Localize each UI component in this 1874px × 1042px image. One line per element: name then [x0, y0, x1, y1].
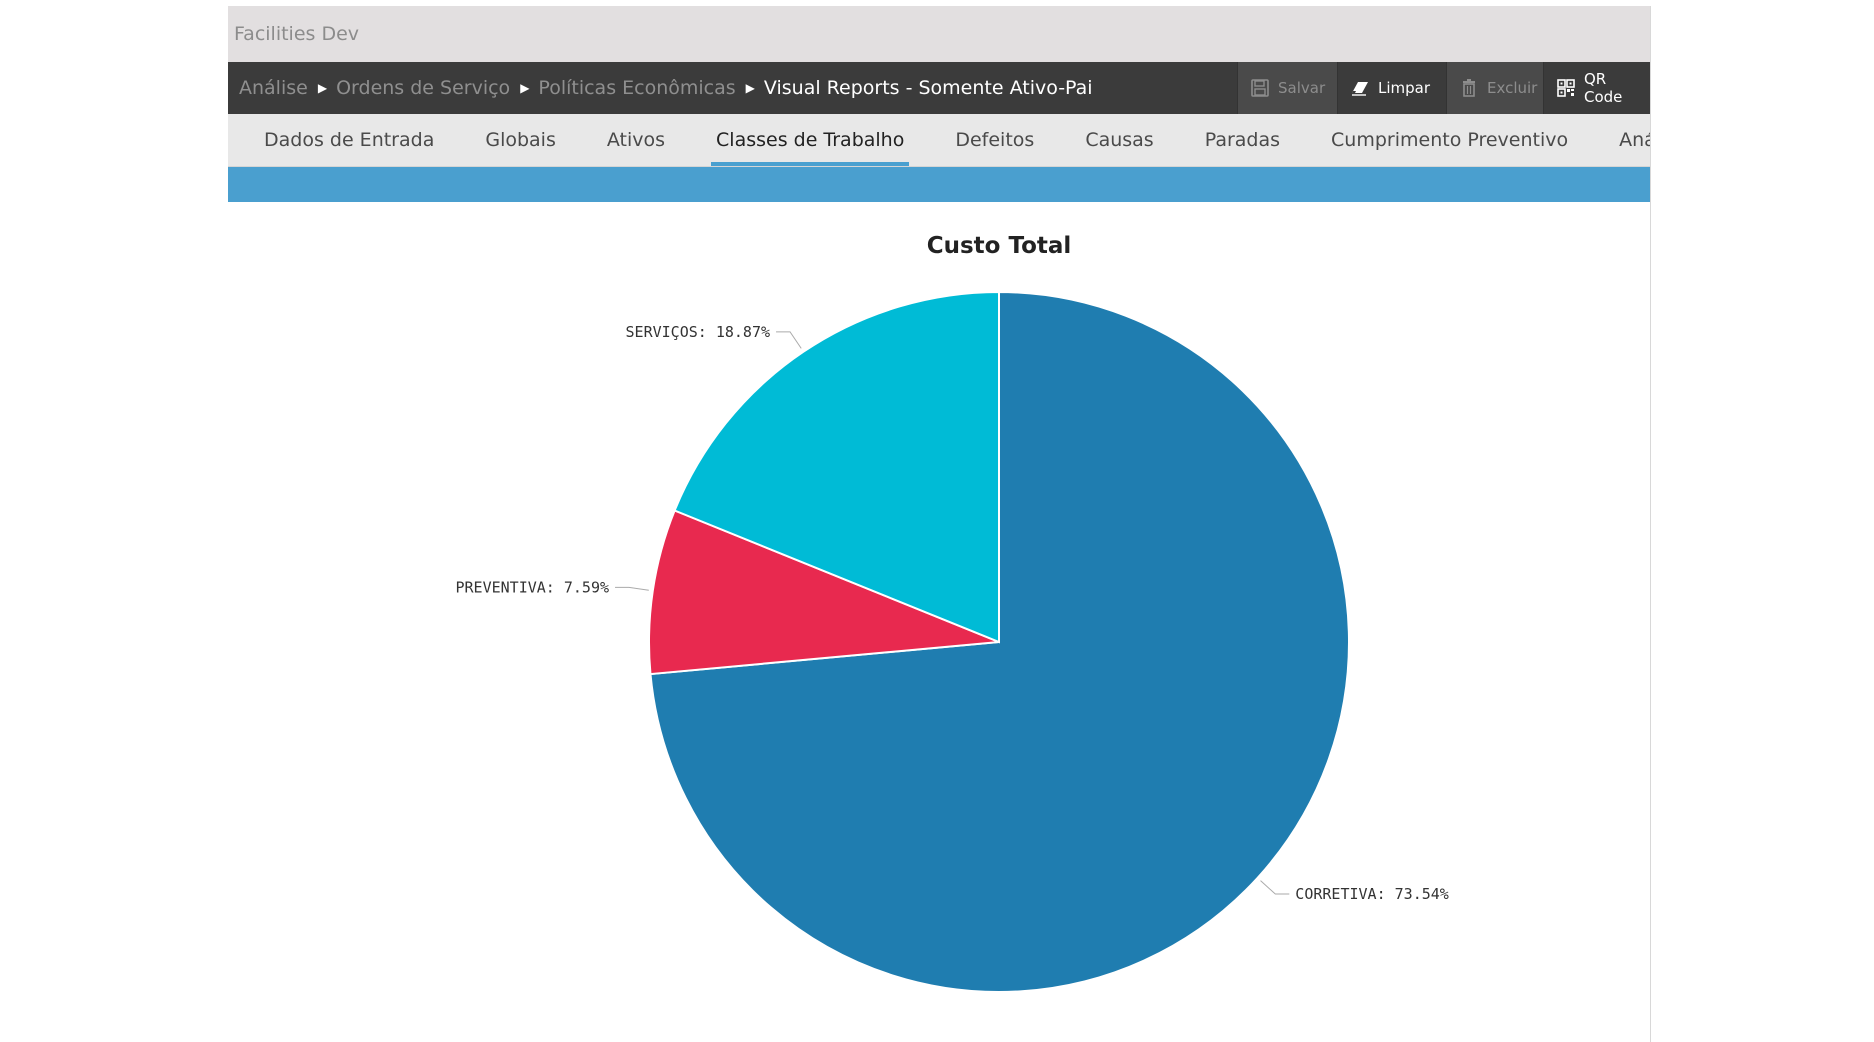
accent-bar: [228, 167, 1650, 202]
breadcrumb-separator-icon: ▶: [317, 81, 328, 95]
floppy-disk-icon: [1250, 78, 1270, 98]
clear-label: Limpar: [1378, 79, 1431, 97]
pie-leader-line: [1260, 880, 1290, 895]
trash-icon: [1459, 78, 1479, 98]
app-title: Facilities Dev: [234, 23, 360, 45]
pie-leader-line: [776, 331, 802, 349]
save-button[interactable]: Salvar: [1237, 62, 1337, 114]
eraser-icon: [1350, 78, 1370, 98]
breadcrumb-separator-icon: ▶: [745, 81, 755, 95]
tab-defeitos[interactable]: Defeitos: [955, 129, 1035, 151]
tab-ativos[interactable]: Ativos: [606, 129, 666, 151]
tab-bar: Dados de Entrada Globais Ativos Classes …: [228, 114, 1650, 167]
clear-button[interactable]: Limpar: [1337, 62, 1446, 114]
tab-cumprimento-preventivo[interactable]: Cumprimento Preventivo: [1331, 129, 1569, 151]
toolbar: Análise ▶ Ordens de Serviço ▶ Políticas …: [228, 62, 1650, 114]
pie-leader-line: [615, 586, 649, 591]
tab-paradas[interactable]: Paradas: [1204, 129, 1281, 151]
breadcrumb-item-ordens[interactable]: Ordens de Serviço: [336, 77, 511, 99]
tab-dados-de-entrada[interactable]: Dados de Entrada: [264, 129, 435, 151]
qr-code-icon: [1556, 78, 1576, 98]
delete-label: Excluir: [1487, 79, 1538, 97]
tab-classes-de-trabalho[interactable]: Classes de Trabalho: [711, 114, 910, 166]
pie-label-serviços: SERVIÇOS: 18.87%: [626, 323, 771, 341]
tab-analises-de-respostas[interactable]: Análises de Respo: [1619, 129, 1650, 151]
chart-title: Custo Total: [927, 233, 1072, 259]
qr-code-button[interactable]: QR Code: [1543, 62, 1650, 114]
breadcrumb-separator-icon: ▶: [520, 81, 530, 95]
toolbar-actions: Salvar Limpar Excluir QR Code: [1237, 62, 1650, 114]
pie-chart: Custo Total CORRETIVA: 73.54% PREVENTIVA:…: [455, 233, 1449, 993]
pie-label-corretiva: CORRETIVA: 73.54%: [1295, 885, 1449, 903]
chart-area: Custo Total CORRETIVA: 73.54% PREVENTIVA:…: [228, 202, 1650, 1042]
tab-causas[interactable]: Causas: [1085, 129, 1154, 151]
qr-code-label: QR Code: [1584, 70, 1623, 106]
breadcrumb-item-analise[interactable]: Análise: [239, 77, 308, 99]
pie-slice-preventiva[interactable]: [648, 509, 1000, 676]
tab-globais[interactable]: Globais: [485, 129, 556, 151]
delete-button[interactable]: Excluir: [1446, 62, 1543, 114]
pie-label-preventiva: PREVENTIVA: 7.59%: [455, 578, 609, 596]
title-bar: Facilities Dev: [228, 6, 1650, 62]
breadcrumb-item-politicas[interactable]: Políticas Econômicas: [538, 77, 736, 99]
pie-slice-serviços[interactable]: [673, 290, 1000, 644]
breadcrumb-current: Visual Reports - Somente Ativo-Pai: [763, 77, 1093, 99]
save-label: Salvar: [1278, 79, 1326, 97]
breadcrumb: Análise ▶ Ordens de Serviço ▶ Políticas …: [228, 62, 1093, 114]
app-window: Facilities Dev Análise ▶ Ordens de Servi…: [228, 6, 1651, 1042]
